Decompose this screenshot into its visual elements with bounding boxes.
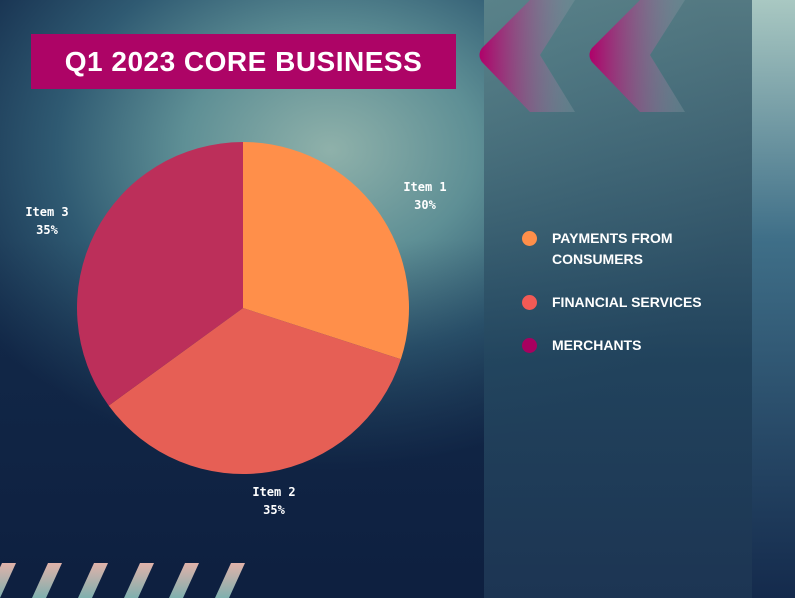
legend-item: FINANCIAL SERVICES: [522, 292, 702, 313]
data-label-item-3: Item 3 35%: [25, 205, 69, 237]
legend: PAYMENTS FROM CONSUMERS FINANCIAL SERVIC…: [522, 228, 702, 378]
legend-dot: [522, 338, 537, 353]
data-label-item-1: Item 1 30%: [403, 180, 447, 212]
chevron-decoration-icon: [479, 0, 685, 112]
page-title: Q1 2023 CORE BUSINESS: [31, 34, 456, 89]
data-label-item-2: Item 2 35%: [252, 485, 296, 517]
pie-slice-1: [243, 142, 409, 360]
pie-slice-2: [108, 308, 401, 474]
pie-slice-3: [77, 142, 243, 406]
legend-item: MERCHANTS: [522, 335, 702, 356]
legend-dot: [522, 295, 537, 310]
right-strip: [752, 0, 795, 598]
legend-item: PAYMENTS FROM CONSUMERS: [522, 228, 702, 270]
stripes-decoration: [0, 563, 245, 598]
legend-dot: [522, 231, 537, 246]
